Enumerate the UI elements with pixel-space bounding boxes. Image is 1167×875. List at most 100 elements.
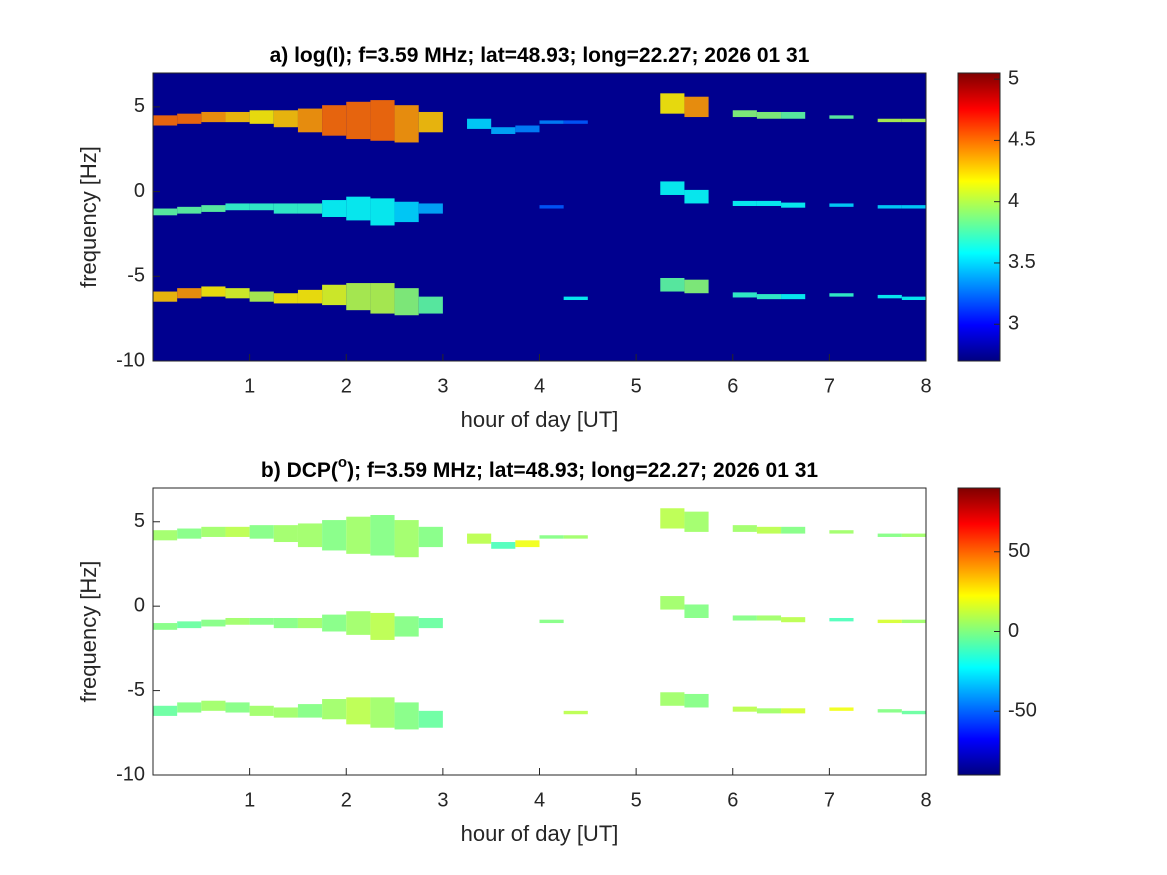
heat-cell [177,113,202,124]
colorbar-tick-label: 0 [1008,620,1019,642]
x-tick-label: 1 [244,789,255,811]
heat-cell [732,706,757,712]
y-axis-label: frequency [Hz] [76,146,101,288]
heat-cell [225,526,250,537]
heat-cell [418,111,443,133]
heat-cell [418,710,443,728]
heat-cell [829,293,854,297]
heat-cell [322,200,347,217]
heat-cell [418,203,443,214]
heat-cell [684,96,709,118]
heat-cell [249,203,274,211]
heat-cell [177,288,202,299]
heat-cell [418,526,443,548]
heat-cell [273,525,298,543]
heat-cell [201,619,226,627]
heat-cell [684,604,709,618]
heat-cell [563,710,588,715]
heat-cell [370,515,395,556]
heat-cell [322,520,347,551]
heat-cell [901,118,926,123]
heat-cell [322,699,347,720]
y-axis-label: frequency [Hz] [76,561,101,703]
x-tick-label: 5 [631,375,642,397]
heat-cell [756,294,782,300]
x-tick-label: 2 [341,375,352,397]
heat-cell [660,277,685,292]
heat-cell [515,125,540,133]
heat-cell [756,111,782,119]
x-tick-label: 4 [534,375,545,397]
heat-cell [781,202,806,208]
heat-cell [225,702,250,713]
heat-cell [660,692,685,706]
heat-cell [153,705,178,716]
colorbar-tick-label: -50 [1008,700,1037,722]
heat-cell [877,709,902,713]
heat-cell [563,296,588,301]
heat-cell [829,115,854,119]
heat-cell [539,120,564,124]
heat-cell [201,286,226,297]
heat-cell [297,523,323,548]
y-tick-label: 0 [134,180,145,202]
x-tick-label: 3 [437,789,448,811]
x-tick-label: 5 [631,789,642,811]
colorbar-tick-label: 50 [1008,540,1030,562]
heat-cell [756,615,782,621]
heat-cell [781,526,806,534]
heat-cell [781,617,806,623]
heat-cell [901,619,926,624]
heat-cell [901,710,926,715]
x-axis-label: hour of day [UT] [461,407,619,432]
heat-cell [225,111,250,123]
heat-cell [249,291,274,302]
heat-cell [418,296,443,314]
heat-cell [370,612,395,640]
title-part: o [338,454,347,471]
heat-cell [394,520,419,558]
x-tick-label: 1 [244,375,255,397]
heat-cell [563,120,588,124]
colorbar-tick-label: 3.5 [1008,251,1036,273]
heat-cell [539,619,564,624]
colorbar [957,487,1001,776]
heat-cell [467,118,492,129]
heat-cell [660,596,685,610]
colorbar-tick-label: 4 [1008,190,1019,212]
colorbar [957,72,1001,362]
x-tick-label: 6 [727,789,738,811]
heat-cell [684,279,709,294]
heat-cell [249,617,274,625]
heat-cell [781,111,806,119]
heat-cell [273,203,298,214]
heat-cell [177,621,202,629]
heat-cell [273,110,298,128]
heat-cell [732,110,757,118]
colorbar-tick-label: 5 [1008,67,1019,89]
heat-cell [297,617,323,629]
heat-cell [877,118,902,123]
heat-cell [877,205,902,209]
x-tick-label: 2 [341,789,352,811]
colorbar-tick-label: 3 [1008,313,1019,335]
x-tick-label: 8 [920,789,931,811]
heat-cell [297,704,323,718]
heat-cell [153,208,178,216]
heat-cell [684,511,709,532]
x-tick-label: 4 [534,789,545,811]
y-tick-label: 5 [134,95,145,117]
heat-cell [901,205,926,209]
heat-cell [732,615,757,621]
heat-cell [322,105,347,136]
heat-cell [201,526,226,537]
heat-cell [249,705,274,716]
heat-cell [877,619,902,624]
heat-cell [394,288,419,316]
heat-cell [418,617,443,629]
heat-cell [225,203,250,211]
heat-cell [394,105,419,143]
heat-cell [177,206,202,214]
x-tick-label: 7 [824,375,835,397]
y-tick-label: -5 [127,679,145,701]
